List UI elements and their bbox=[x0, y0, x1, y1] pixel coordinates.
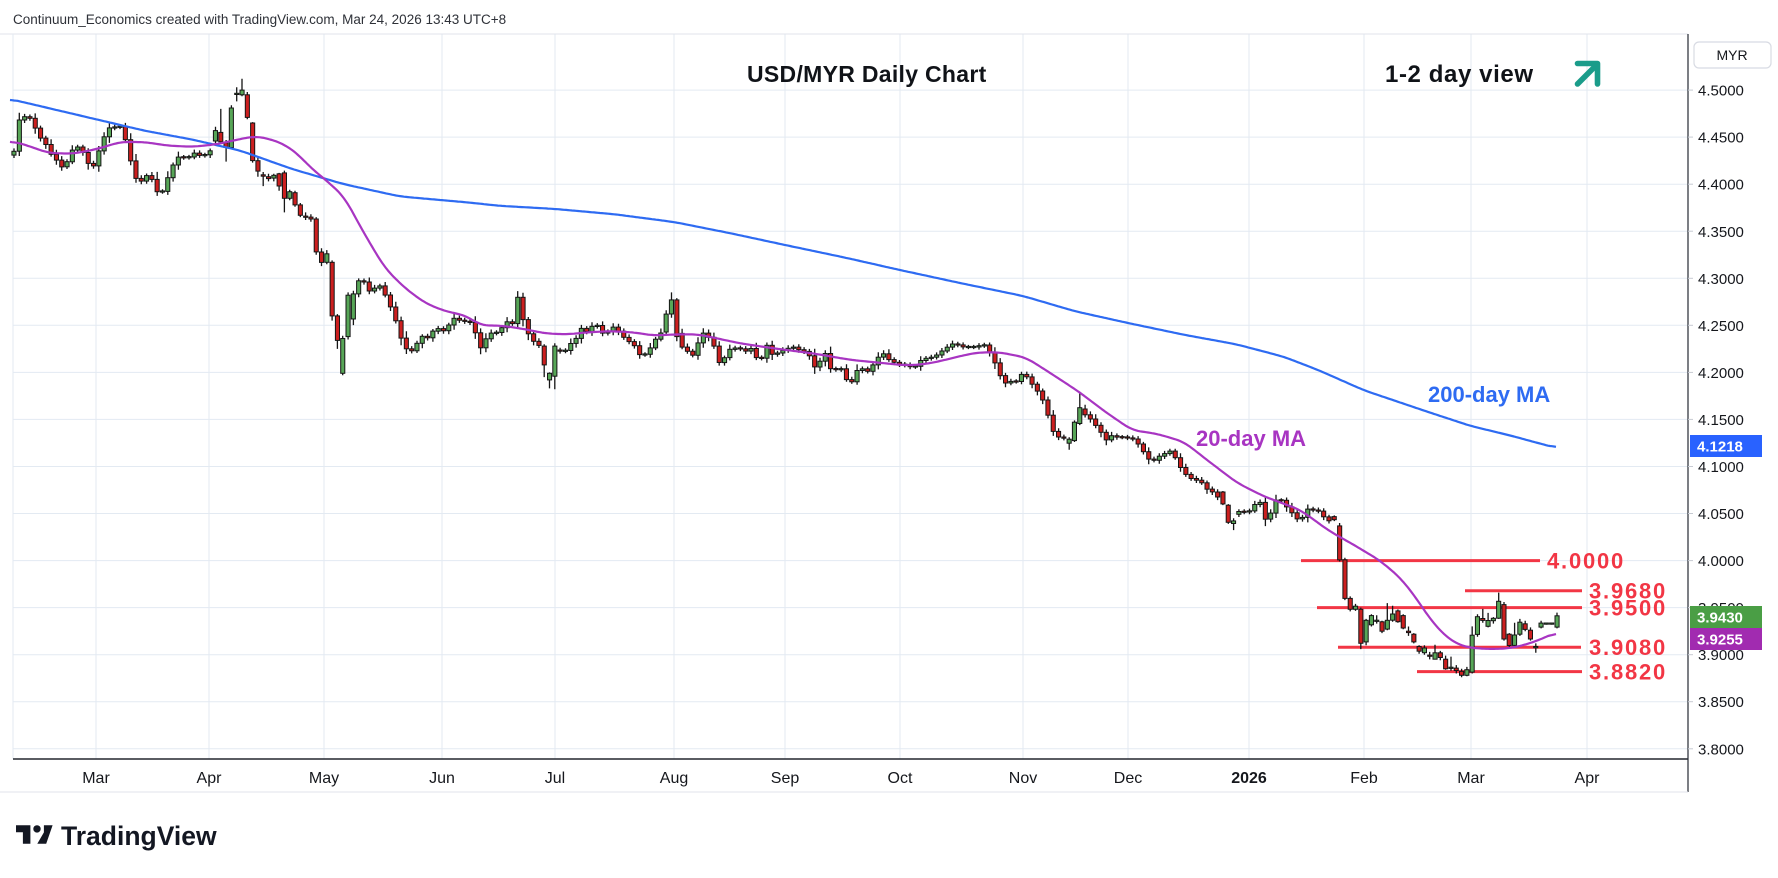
svg-text:4.4500: 4.4500 bbox=[1698, 130, 1744, 147]
svg-text:Oct: Oct bbox=[888, 770, 913, 787]
svg-text:Sep: Sep bbox=[771, 770, 800, 787]
svg-text:3.9430: 3.9430 bbox=[1697, 610, 1743, 627]
svg-text:MYR: MYR bbox=[1716, 47, 1747, 63]
svg-text:3.8500: 3.8500 bbox=[1698, 694, 1744, 711]
svg-text:3.9500: 3.9500 bbox=[1589, 596, 1667, 621]
svg-text:3.9680: 3.9680 bbox=[1589, 579, 1667, 604]
svg-text:4.3500: 4.3500 bbox=[1698, 224, 1744, 241]
svg-text:Dec: Dec bbox=[1114, 770, 1142, 787]
svg-text:3.9000: 3.9000 bbox=[1698, 647, 1744, 664]
svg-text:4.4000: 4.4000 bbox=[1698, 177, 1744, 194]
svg-text:Jun: Jun bbox=[429, 770, 455, 787]
svg-text:4.0000: 4.0000 bbox=[1547, 549, 1625, 574]
svg-text:Continuum_Economics created wi: Continuum_Economics created with Trading… bbox=[13, 12, 506, 27]
svg-text:Jul: Jul bbox=[545, 770, 565, 787]
svg-text:200-day MA: 200-day MA bbox=[1428, 382, 1550, 407]
svg-text:20-day MA: 20-day MA bbox=[1196, 426, 1306, 451]
svg-text:3.8000: 3.8000 bbox=[1698, 741, 1744, 758]
svg-text:USD/MYR Daily Chart: USD/MYR Daily Chart bbox=[747, 61, 987, 87]
svg-text:May: May bbox=[309, 770, 339, 787]
svg-text:Mar: Mar bbox=[1457, 770, 1485, 787]
svg-text:4.1500: 4.1500 bbox=[1698, 412, 1744, 429]
svg-text:4.1218: 4.1218 bbox=[1697, 439, 1743, 456]
svg-text:4.2000: 4.2000 bbox=[1698, 365, 1744, 382]
svg-text:Apr: Apr bbox=[197, 770, 223, 787]
svg-text:3.9080: 3.9080 bbox=[1589, 635, 1667, 660]
svg-text:2026: 2026 bbox=[1231, 770, 1267, 787]
svg-text:Nov: Nov bbox=[1009, 770, 1037, 787]
svg-text:Apr: Apr bbox=[1575, 770, 1601, 787]
svg-text:4.5000: 4.5000 bbox=[1698, 83, 1744, 100]
svg-text:Feb: Feb bbox=[1350, 770, 1378, 787]
svg-text:Aug: Aug bbox=[660, 770, 688, 787]
svg-text:3.8820: 3.8820 bbox=[1589, 660, 1667, 685]
svg-text:4.0000: 4.0000 bbox=[1698, 553, 1744, 570]
svg-text:4.3000: 4.3000 bbox=[1698, 271, 1744, 288]
svg-text:Mar: Mar bbox=[82, 770, 110, 787]
svg-text:3.9255: 3.9255 bbox=[1697, 632, 1743, 649]
svg-text:4.1000: 4.1000 bbox=[1698, 459, 1744, 476]
svg-text:1-2 day view: 1-2 day view bbox=[1385, 61, 1534, 88]
svg-text:4.2500: 4.2500 bbox=[1698, 318, 1744, 335]
svg-text:4.0500: 4.0500 bbox=[1698, 506, 1744, 523]
svg-text:TradingView: TradingView bbox=[61, 821, 217, 851]
